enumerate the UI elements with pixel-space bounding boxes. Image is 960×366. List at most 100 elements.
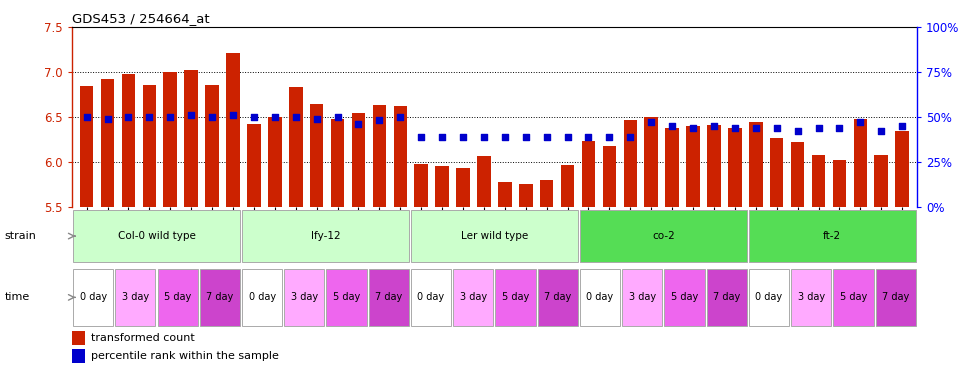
FancyBboxPatch shape (284, 269, 324, 326)
Point (664, 123, 680, 129)
Text: 3 day: 3 day (291, 292, 318, 302)
Bar (644, 117, 658, 207)
Point (602, 134, 617, 140)
Text: 3 day: 3 day (122, 292, 149, 302)
Bar (289, 87, 302, 207)
Bar (498, 182, 512, 207)
Text: percentile rank within the sample: percentile rank within the sample (91, 351, 279, 361)
Text: 7 day: 7 day (206, 292, 233, 302)
Point (811, 125, 827, 131)
Point (183, 112, 199, 118)
Point (435, 134, 450, 140)
FancyBboxPatch shape (411, 210, 578, 262)
Text: 3 day: 3 day (629, 292, 656, 302)
FancyBboxPatch shape (664, 269, 705, 326)
Bar (728, 128, 742, 207)
Point (497, 134, 513, 140)
Point (852, 119, 868, 124)
Bar (791, 142, 804, 207)
Text: 7 day: 7 day (375, 292, 402, 302)
Point (476, 134, 492, 140)
Bar (561, 165, 574, 207)
FancyBboxPatch shape (749, 269, 789, 326)
Text: 3 day: 3 day (460, 292, 487, 302)
Text: 3 day: 3 day (798, 292, 825, 302)
Point (727, 125, 742, 131)
Point (204, 114, 220, 120)
Bar (749, 122, 762, 207)
Point (685, 125, 701, 131)
Bar (394, 107, 407, 207)
Point (560, 134, 575, 140)
FancyBboxPatch shape (833, 269, 874, 326)
FancyBboxPatch shape (580, 210, 747, 262)
FancyBboxPatch shape (707, 269, 747, 326)
Bar (770, 138, 783, 207)
Text: lfy-12: lfy-12 (311, 231, 340, 241)
Point (790, 128, 805, 134)
Bar (184, 71, 198, 207)
Text: Ler wild type: Ler wild type (461, 231, 528, 241)
Point (414, 134, 429, 140)
Bar (227, 53, 240, 207)
Text: 7 day: 7 day (544, 292, 571, 302)
Text: time: time (5, 292, 30, 302)
FancyBboxPatch shape (495, 269, 536, 326)
Point (372, 117, 387, 123)
Bar (832, 160, 846, 207)
Point (393, 114, 408, 120)
FancyBboxPatch shape (115, 269, 156, 326)
Bar (896, 131, 909, 207)
Text: co-2: co-2 (652, 231, 675, 241)
Bar (708, 125, 721, 207)
Bar (812, 155, 826, 207)
Bar (853, 119, 867, 207)
Bar (268, 117, 281, 207)
FancyBboxPatch shape (538, 269, 578, 326)
Bar (331, 119, 345, 207)
Point (100, 116, 115, 122)
Point (831, 125, 847, 131)
Bar (372, 105, 386, 207)
Point (247, 114, 262, 120)
Text: 5 day: 5 day (502, 292, 529, 302)
Point (79, 114, 94, 120)
Point (350, 122, 366, 127)
Point (121, 114, 136, 120)
Bar (415, 164, 428, 207)
Text: 0 day: 0 day (418, 292, 444, 302)
Text: 5 day: 5 day (840, 292, 867, 302)
FancyBboxPatch shape (242, 269, 282, 326)
Text: 0 day: 0 day (249, 292, 276, 302)
Point (288, 114, 303, 120)
Point (874, 128, 889, 134)
FancyBboxPatch shape (157, 269, 198, 326)
Point (623, 134, 638, 140)
Bar (101, 79, 114, 207)
Bar (72, 331, 84, 345)
Bar (310, 104, 324, 207)
Bar (875, 155, 888, 207)
FancyBboxPatch shape (876, 269, 916, 326)
Bar (247, 124, 261, 207)
Bar (143, 85, 156, 207)
Text: 5 day: 5 day (164, 292, 191, 302)
Bar (351, 113, 365, 207)
Point (330, 114, 346, 120)
Text: 5 day: 5 day (333, 292, 360, 302)
Point (142, 114, 157, 120)
Point (267, 114, 282, 120)
Point (769, 125, 784, 131)
FancyBboxPatch shape (326, 269, 367, 326)
Point (518, 134, 534, 140)
Text: 7 day: 7 day (882, 292, 909, 302)
Point (455, 134, 470, 140)
Point (707, 123, 722, 129)
Bar (205, 85, 219, 207)
FancyBboxPatch shape (242, 210, 409, 262)
FancyBboxPatch shape (411, 269, 451, 326)
Bar (603, 146, 616, 207)
Bar (122, 74, 135, 207)
Bar (582, 141, 595, 207)
Bar (665, 128, 679, 207)
